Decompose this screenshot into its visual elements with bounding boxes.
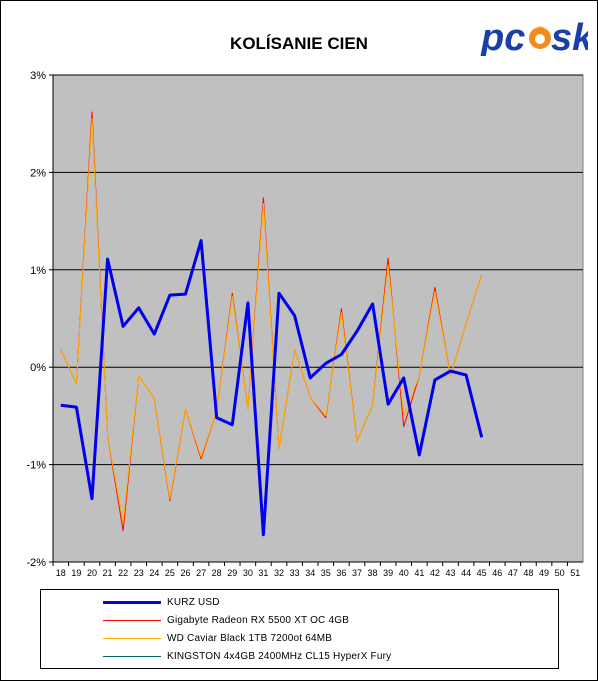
x-tick-label: 35 [321, 568, 331, 578]
x-tick-label: 45 [477, 568, 487, 578]
x-tick-label: 49 [539, 568, 549, 578]
legend-label: WD Caviar Black 1TB 7200ot 64MB [167, 632, 333, 644]
series-line-0 [60, 239, 484, 537]
legend-swatch [103, 637, 161, 639]
plot-area [52, 74, 584, 563]
x-tick-label: 24 [149, 568, 159, 578]
x-tick-label: 40 [399, 568, 409, 578]
legend-label: Gigabyte Radeon RX 5500 XT OC 4GB [167, 614, 350, 626]
svg-text:pc: pc [480, 17, 525, 56]
y-tick-label: 3% [30, 70, 46, 82]
y-tick-label: 2% [30, 167, 46, 179]
legend-swatch [103, 619, 161, 621]
pcsk-logo: pc sk [480, 17, 588, 56]
x-tick-label: 39 [383, 568, 393, 578]
legend-item: WD Caviar Black 1TB 7200ot 64MB [41, 630, 332, 646]
x-tick-label: 50 [555, 568, 565, 578]
x-tick-label: 23 [134, 568, 144, 578]
x-tick-label: 46 [492, 568, 502, 578]
x-tick-label: 19 [71, 568, 81, 578]
x-tick-label: 44 [461, 568, 471, 578]
x-tick-label: 32 [274, 568, 284, 578]
legend-label: KINGSTON 4x4GB 2400MHz CL15 HyperX Fury [167, 650, 392, 662]
legend-swatch [103, 600, 161, 604]
legend-swatch [103, 655, 161, 657]
x-tick-label: 42 [430, 568, 440, 578]
legend-item: KINGSTON 4x4GB 2400MHz CL15 HyperX Fury [41, 648, 391, 664]
x-tick-label: 22 [118, 568, 128, 578]
x-tick-label: 25 [165, 568, 175, 578]
y-tick-label: 0% [30, 362, 46, 374]
x-tick-label: 28 [212, 568, 222, 578]
chart-title: KOLÍSANIE CIEN [230, 34, 368, 53]
x-tick-label: 33 [290, 568, 300, 578]
legend-item: Gigabyte Radeon RX 5500 XT OC 4GB [41, 612, 349, 628]
x-tick-label: 43 [445, 568, 455, 578]
x-tick-label: 26 [180, 568, 190, 578]
x-tick-label: 31 [258, 568, 268, 578]
x-tick-label: 47 [508, 568, 518, 578]
x-tick-label: 34 [305, 568, 315, 578]
x-tick-label: 41 [414, 568, 424, 578]
x-tick-label: 37 [352, 568, 362, 578]
x-tick-label: 29 [227, 568, 237, 578]
legend-item: KURZ USD [41, 594, 220, 610]
y-tick-label: -1% [26, 460, 46, 472]
x-tick-label: 51 [570, 568, 580, 578]
series-line-2 [60, 118, 483, 524]
y-tick-label: 1% [30, 265, 46, 277]
x-tick-label: 48 [523, 568, 533, 578]
x-tick-label: 27 [196, 568, 206, 578]
x-tick-label: 30 [243, 568, 253, 578]
x-tick-label: 18 [56, 568, 66, 578]
y-tick-label: -2% [26, 557, 46, 569]
x-tick-label: 38 [368, 568, 378, 578]
svg-text:sk: sk [551, 17, 588, 56]
x-tick-label: 21 [103, 568, 113, 578]
x-tick-label: 36 [336, 568, 346, 578]
chart-legend: KURZ USD Gigabyte Radeon RX 5500 XT OC 4G… [40, 589, 559, 669]
x-tick-label: 20 [87, 568, 97, 578]
legend-label: KURZ USD [167, 596, 220, 608]
